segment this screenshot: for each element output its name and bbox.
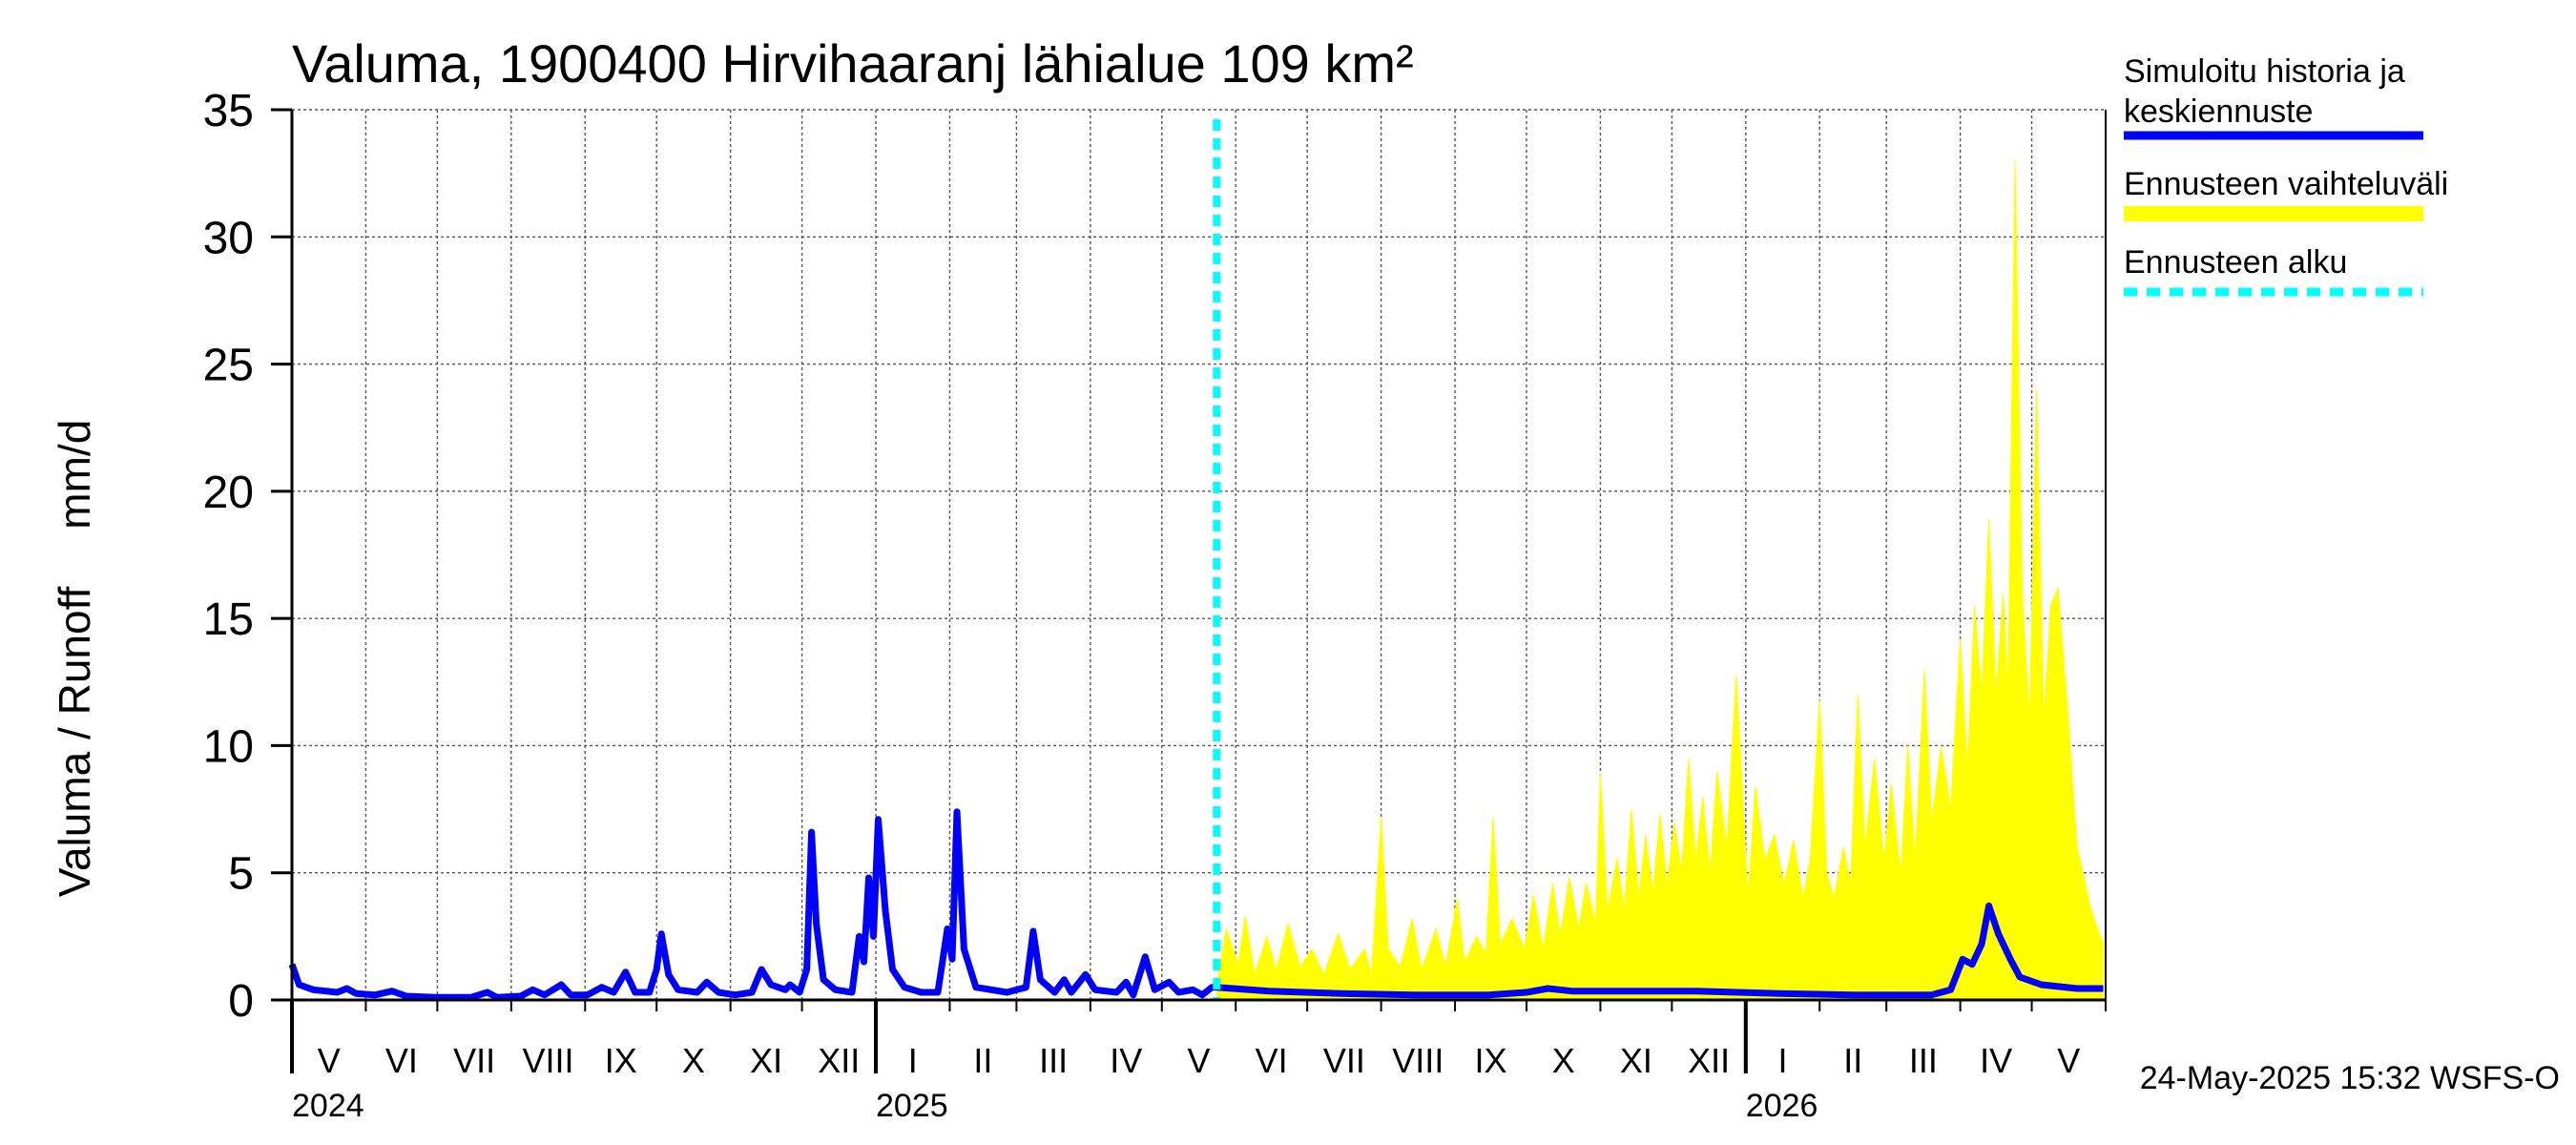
forecast-range-layer (1215, 160, 2104, 1001)
month-label: V (2057, 1041, 2080, 1080)
y-tick-label: 10 (203, 721, 254, 772)
year-label: 2025 (876, 1088, 948, 1124)
y-tick-label: 0 (228, 976, 254, 1027)
y-tick-label: 5 (228, 849, 254, 900)
y-axis-label-unit: mm/d (50, 420, 99, 530)
legend: Simuloitu historia ja keskiennuste Ennuste… (2124, 53, 2448, 297)
y-axis-label-text: Valuma / Runoff (50, 586, 99, 897)
month-label: XI (1620, 1041, 1652, 1080)
legend-label: Ennusteen alku (2124, 244, 2347, 281)
y-tick-label: 35 (203, 86, 254, 136)
axes (290, 110, 2107, 1073)
month-label: X (1552, 1041, 1575, 1080)
y-tick-label: 15 (203, 594, 254, 645)
month-label: IX (1475, 1041, 1507, 1080)
simulation-line-layer (288, 119, 2104, 1001)
month-label: XII (818, 1041, 860, 1080)
y-tick-label: 30 (203, 213, 254, 263)
month-label: IV (1980, 1041, 2012, 1080)
legend-label: keskiennuste (2124, 94, 2313, 130)
x-axis-labels: V VI VII VIII IX X XI XII I II III IV V VI VII VIII IX X X… (292, 1041, 2080, 1124)
month-label: III (1039, 1041, 1068, 1080)
y-tick-label: 20 (203, 468, 254, 518)
month-label: I (908, 1041, 918, 1080)
legend-swatch-band (2124, 206, 2423, 221)
month-label: IX (605, 1041, 637, 1080)
y-tick-label: 25 (203, 341, 254, 391)
month-label: II (973, 1041, 992, 1080)
month-label: I (1778, 1041, 1788, 1080)
timestamp-label: 24-May-2025 15:32 WSFS-O (2140, 1060, 2560, 1096)
month-label: VIII (1392, 1041, 1444, 1080)
grid (292, 109, 2107, 1000)
year-label: 2024 (292, 1088, 364, 1124)
month-label: VII (453, 1041, 495, 1080)
month-label: VI (385, 1041, 418, 1080)
month-label: VI (1256, 1041, 1288, 1080)
y-axis-ticks: 0 5 10 15 20 25 30 35 (203, 86, 292, 1027)
chart-title: Valuma, 1900400 Hirvihaaranj lähialue 10… (292, 33, 1414, 94)
month-label: VII (1323, 1041, 1365, 1080)
month-label: X (682, 1041, 705, 1080)
legend-label: Ennusteen vaihteluväli (2124, 166, 2448, 202)
legend-label: Simuloitu historia ja (2124, 53, 2405, 90)
month-label: IV (1110, 1041, 1142, 1080)
forecast-range-band (1215, 160, 2104, 1001)
month-label: II (1843, 1041, 1862, 1080)
year-label: 2026 (1746, 1088, 1818, 1124)
y-axis-label: Valuma / Runoff mm/d (50, 420, 99, 898)
month-label: V (318, 1041, 341, 1080)
month-label: III (1909, 1041, 1938, 1080)
month-label: XII (1688, 1041, 1730, 1080)
month-label: XI (750, 1041, 782, 1080)
month-label: VIII (523, 1041, 574, 1080)
simulated-runoff-line (288, 808, 2104, 1001)
month-label: V (1187, 1041, 1210, 1080)
